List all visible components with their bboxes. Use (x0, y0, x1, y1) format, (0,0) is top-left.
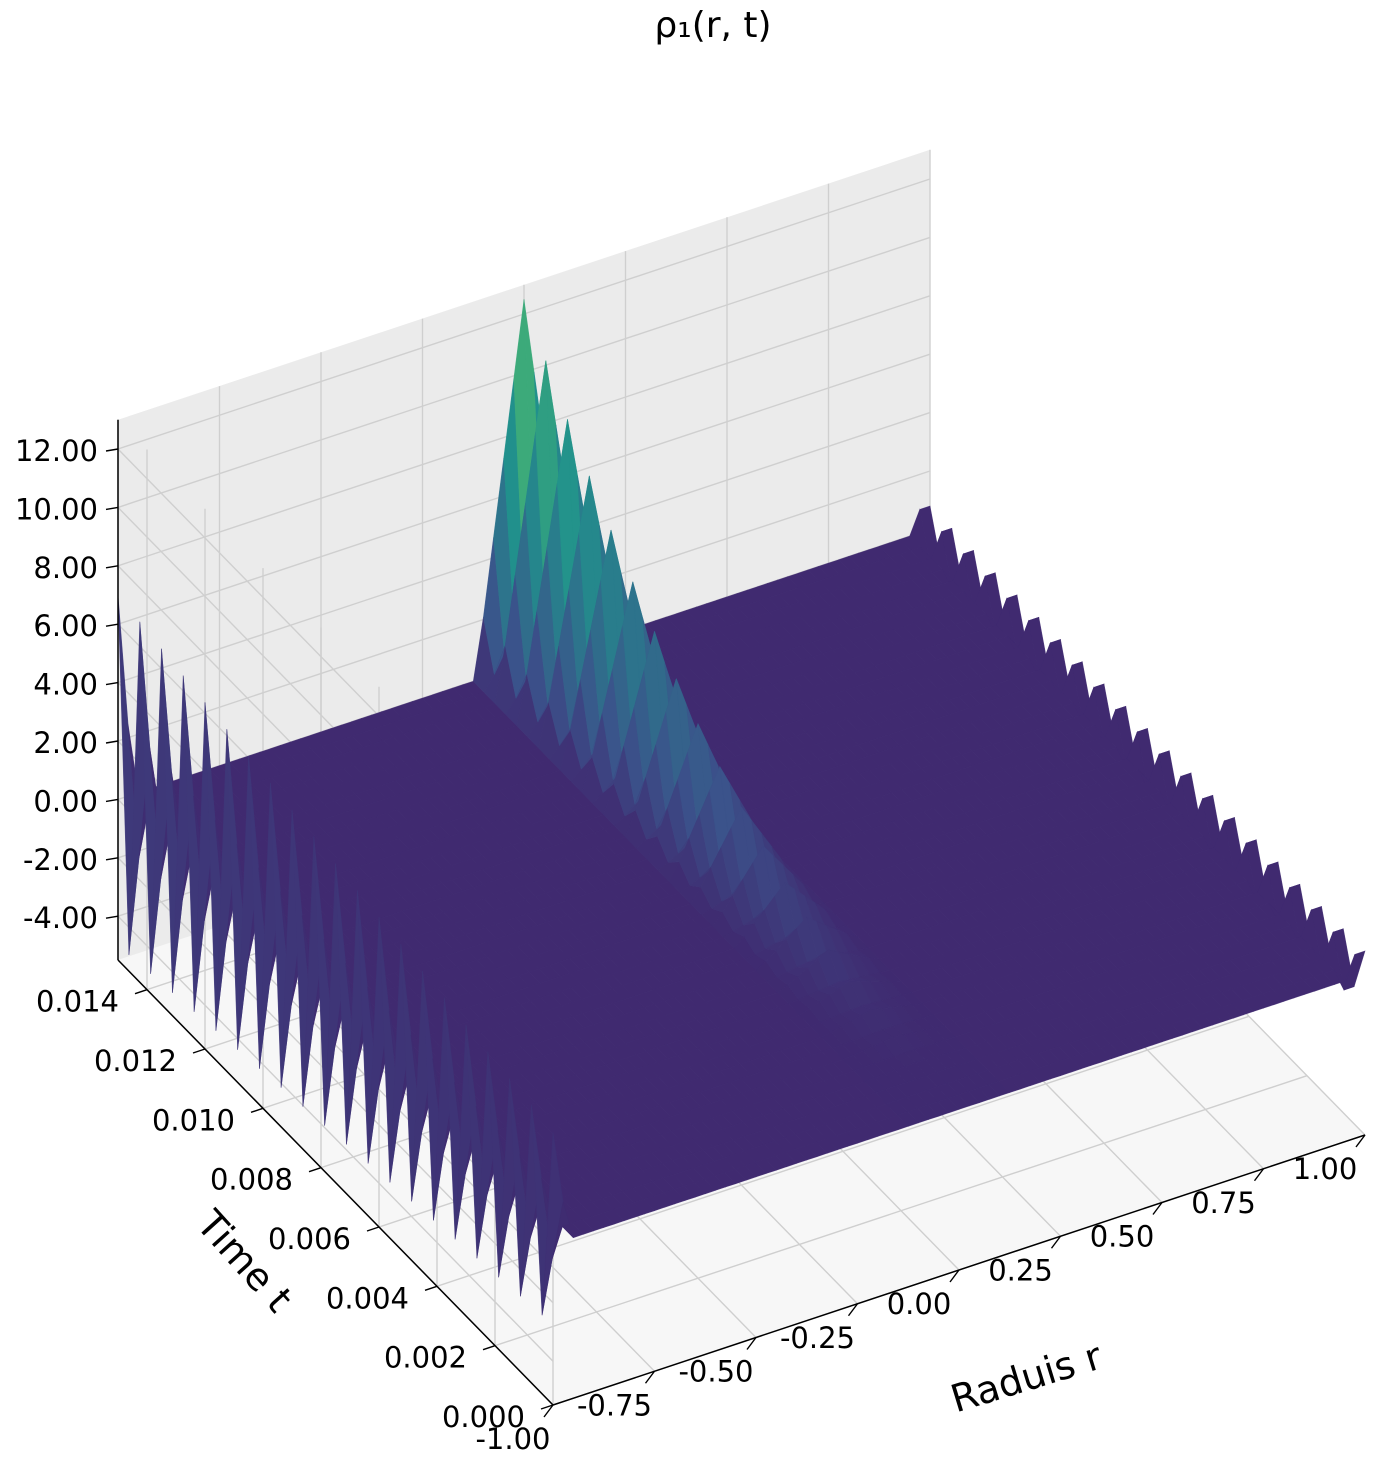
x-tick-mark (644, 1370, 656, 1384)
z-tick-mark (105, 857, 119, 861)
x-tick-label: 0.00 (887, 1287, 952, 1321)
z-tick-mark (105, 915, 119, 919)
y-tick-mark (540, 1404, 554, 1410)
y-tick-label: 0.008 (210, 1163, 293, 1197)
tick-labels: -1.00 -0.75 -0.50 -0.25 0.00 0.25 0.50 0.75 1.00… (15, 434, 1366, 1456)
z-tick-label: 10.00 (15, 492, 98, 526)
x-tick-label: 1.00 (1293, 1152, 1358, 1186)
y-tick-mark (308, 1167, 322, 1173)
x-tick-label: -0.75 (577, 1388, 652, 1422)
x-tick-mark (1355, 1134, 1366, 1148)
x-tick-mark (1253, 1168, 1265, 1182)
y-tick-mark (134, 989, 148, 995)
x-tick-mark (1050, 1235, 1062, 1249)
x-tick-label: 0.50 (1090, 1220, 1155, 1254)
x-tick-label: 0.25 (988, 1253, 1053, 1287)
z-tick-label: 2.00 (33, 726, 98, 760)
x-axis-label: Raduis r (946, 1334, 1108, 1422)
z-tick-label: -2.00 (23, 843, 98, 877)
z-tick-label: 8.00 (33, 551, 98, 585)
z-tick-label: 0.00 (33, 784, 98, 818)
x-tick-label: -1.00 (475, 1422, 550, 1456)
x-tick-label: 0.75 (1191, 1186, 1256, 1220)
z-tick-label: 6.00 (33, 609, 98, 643)
x-tick-label: -0.50 (678, 1355, 753, 1389)
x-tick-mark (847, 1303, 859, 1317)
z-tick-mark (105, 565, 119, 569)
x-tick-mark (746, 1337, 757, 1350)
z-tick-mark (105, 623, 119, 627)
surface (117, 299, 1366, 1316)
y-axis-line (117, 959, 554, 1406)
z-tick-label: 12.00 (15, 434, 98, 468)
chart-title: ρ₁(r, t) (654, 5, 771, 46)
y-tick-mark (482, 1345, 496, 1351)
y-tick-mark (192, 1048, 206, 1054)
z-tick-mark (105, 798, 119, 803)
y-tick-label: 0.000 (442, 1400, 525, 1434)
y-tick-label: 0.004 (326, 1281, 409, 1315)
x-tick-mark (543, 1404, 554, 1418)
y-tick-label: 0.006 (268, 1222, 351, 1256)
y-tick-label: 0.002 (384, 1341, 467, 1375)
z-tick-label: -4.00 (23, 901, 98, 935)
x-tick-mark (949, 1269, 960, 1283)
z-tick-mark (105, 681, 119, 686)
y-tick-label: 0.014 (36, 985, 119, 1019)
z-tick-mark (105, 506, 119, 511)
y-tick-mark (250, 1107, 264, 1113)
y-tick-mark (366, 1226, 380, 1232)
z-tick-label: 4.00 (33, 668, 98, 702)
surface-patch (1343, 950, 1366, 991)
y-tick-label: 0.012 (94, 1044, 177, 1078)
z-tick-mark (105, 740, 119, 744)
y-axis-label: Time t (187, 1201, 301, 1320)
x-tick-mark (1152, 1202, 1163, 1215)
y-tick-label: 0.010 (152, 1103, 235, 1137)
x-tick-label: -0.25 (780, 1321, 855, 1355)
z-tick-mark (105, 448, 119, 452)
y-tick-mark (424, 1285, 438, 1291)
